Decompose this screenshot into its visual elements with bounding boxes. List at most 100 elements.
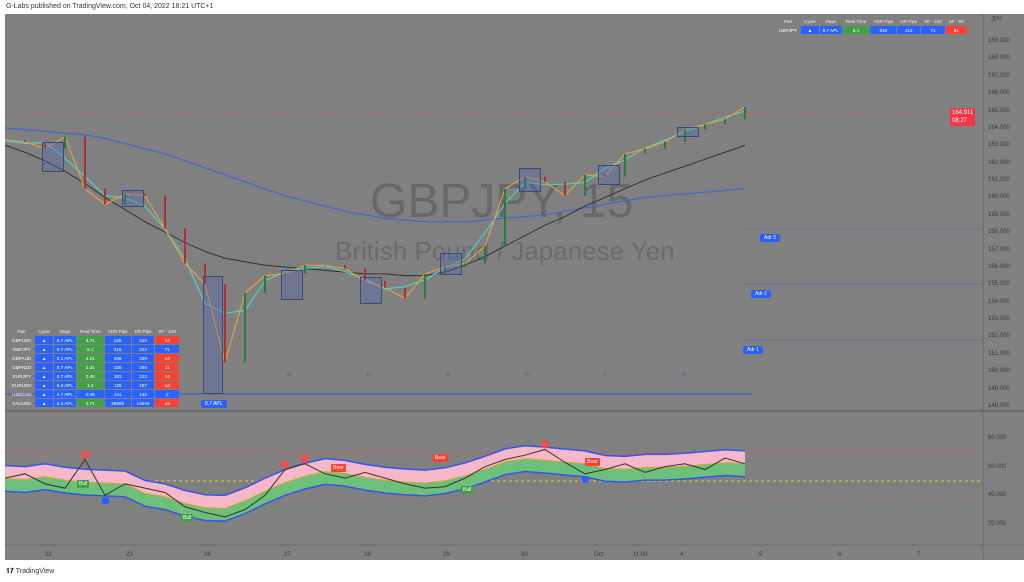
candle bbox=[264, 275, 266, 294]
multi-pair-table: Pair Cycle Days Real Time ADR Pips DR Pips SF … bbox=[8, 327, 180, 408]
cell: 4.71 bbox=[77, 336, 104, 344]
candle bbox=[504, 188, 506, 247]
time-tick: 6 bbox=[838, 552, 842, 558]
th: Real Time bbox=[80, 329, 101, 334]
th: ADR Pips bbox=[873, 19, 894, 24]
cell: 6.4 APL bbox=[53, 399, 76, 407]
time-tick: 11:00 bbox=[633, 552, 648, 558]
candle bbox=[304, 265, 306, 274]
th: Cycle bbox=[38, 329, 50, 334]
cell: 8.7 APL bbox=[53, 345, 76, 353]
price-tick: 151.000 bbox=[988, 350, 1010, 357]
time-tick: 5 bbox=[759, 552, 763, 558]
cell: 71 bbox=[155, 345, 180, 353]
th: DR Pips bbox=[900, 19, 918, 24]
cell: ▲ bbox=[35, 372, 53, 380]
th: SF - 240 bbox=[924, 19, 942, 24]
cell: ▲ bbox=[35, 354, 53, 362]
cell: 212 bbox=[131, 345, 155, 353]
cell: 6.1 APL bbox=[53, 354, 76, 362]
th: Cycle bbox=[804, 19, 816, 24]
osc-upper-edge bbox=[5, 444, 746, 497]
candle bbox=[624, 153, 626, 177]
cell: 210 bbox=[131, 336, 155, 344]
cell: ▲ bbox=[35, 363, 53, 371]
price-tick: 169.000 bbox=[988, 38, 1010, 44]
candle bbox=[724, 119, 726, 125]
cell: 0.46 bbox=[77, 390, 104, 398]
price-tick: 156.000 bbox=[988, 263, 1010, 270]
time-tick: 29 bbox=[443, 552, 450, 558]
oversold-marker bbox=[582, 475, 589, 483]
cell: 141 bbox=[104, 390, 131, 398]
adr-1-label: Adr 1 bbox=[743, 346, 763, 354]
cell: 14 bbox=[155, 336, 180, 344]
time-tick: 27 bbox=[284, 552, 291, 558]
cell: 286 bbox=[104, 354, 131, 362]
oversold-marker bbox=[102, 497, 109, 505]
price-tick: 148.000 bbox=[988, 402, 1010, 409]
th: Days bbox=[825, 19, 836, 24]
cell: XAUUSD bbox=[12, 400, 32, 406]
cell: GBPAUD bbox=[12, 355, 32, 361]
price-tick: 162.000 bbox=[988, 159, 1010, 166]
candle bbox=[584, 174, 586, 196]
cell: ▲ bbox=[35, 381, 53, 389]
cell: 326 bbox=[104, 363, 131, 371]
cell: 3.4 bbox=[77, 381, 104, 389]
session-box bbox=[598, 165, 620, 185]
chart-canvas[interactable] bbox=[5, 14, 1024, 560]
price-tick: 155.000 bbox=[988, 281, 1010, 288]
session-box bbox=[519, 168, 541, 192]
day-marker: Tu bbox=[366, 372, 372, 378]
price-tick: 161.000 bbox=[988, 177, 1010, 184]
candle bbox=[284, 273, 286, 276]
cell: ▲ bbox=[35, 345, 53, 353]
candle bbox=[124, 193, 126, 205]
session-box bbox=[122, 190, 144, 207]
time-tick: Oct bbox=[594, 552, 604, 558]
th: SF - 240 bbox=[158, 329, 177, 334]
price-tick: 168.000 bbox=[988, 55, 1010, 62]
price-tick: 159.000 bbox=[988, 211, 1010, 218]
cell: ▲ bbox=[35, 390, 53, 398]
candle bbox=[144, 193, 146, 196]
cell: 3.31 bbox=[77, 363, 104, 371]
table-row: GBPAUD ▲ 6.1 APL 4.01 286 259 14 bbox=[9, 354, 180, 362]
candle bbox=[404, 287, 406, 299]
bear-signal-label: Bear bbox=[585, 458, 600, 466]
cell: 212 bbox=[131, 372, 155, 380]
candle bbox=[664, 141, 666, 149]
cell: 14549 bbox=[131, 399, 155, 407]
session-box bbox=[360, 277, 382, 304]
time-tick: 22 bbox=[45, 552, 52, 558]
osc-tick: 80.000 bbox=[988, 435, 1007, 441]
th: Days bbox=[59, 329, 71, 334]
chart-area[interactable]: GBPJPY, 15 British Pound / Japanese Yen … bbox=[5, 14, 1024, 560]
day-marker: M bbox=[287, 372, 292, 378]
candle bbox=[84, 136, 86, 189]
cell: EURJPY bbox=[12, 373, 31, 379]
cell: 3.48 bbox=[77, 372, 104, 380]
day-marker: M bbox=[682, 372, 687, 378]
overbought-marker bbox=[301, 454, 309, 463]
candle bbox=[364, 268, 366, 281]
bear-signal-label: Bear bbox=[331, 464, 346, 472]
th: DR Pips bbox=[134, 329, 152, 334]
table-row: GBPNZD ▲ 5.7 APL 3.31 326 285 11 bbox=[9, 363, 180, 371]
cell: 125 bbox=[104, 381, 131, 389]
osc-tick: 60.000 bbox=[988, 463, 1007, 470]
cell: 6.4 APL bbox=[53, 381, 76, 389]
candle bbox=[424, 273, 426, 299]
cell: 228 bbox=[104, 336, 131, 344]
time-tick: 28 bbox=[364, 552, 371, 558]
session-box bbox=[203, 276, 223, 394]
cell: 28585 bbox=[104, 399, 131, 407]
cell: 14 bbox=[155, 354, 180, 362]
candle bbox=[384, 280, 386, 288]
bull-signal-label: Bull bbox=[461, 486, 474, 494]
cell: GBPUSD bbox=[12, 337, 32, 343]
candle bbox=[464, 263, 466, 267]
osc-tick: 40.000 bbox=[988, 492, 1007, 499]
overbought-marker bbox=[541, 440, 549, 449]
